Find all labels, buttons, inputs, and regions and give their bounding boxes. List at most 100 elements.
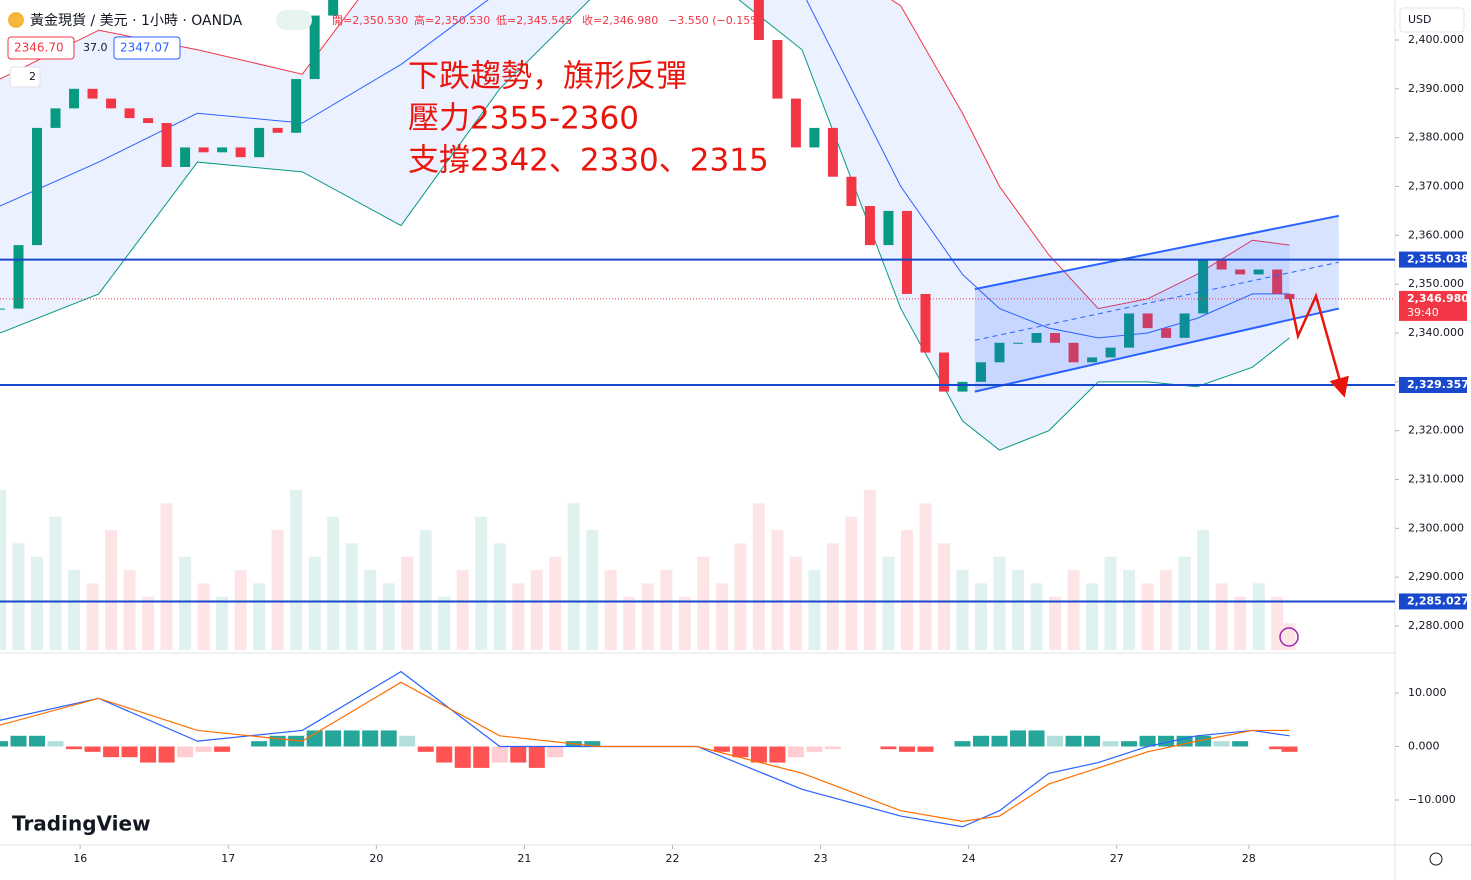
macd-hist xyxy=(47,741,64,747)
candle xyxy=(291,79,302,133)
volume-bar xyxy=(512,583,525,650)
volume-bar xyxy=(290,490,303,650)
candle xyxy=(143,118,154,124)
ask: 2347.07 xyxy=(120,41,170,55)
volume-bar xyxy=(160,503,173,650)
volume-bar xyxy=(530,570,543,650)
volume-bar xyxy=(49,516,62,650)
macd-hist xyxy=(214,746,231,752)
x-tick-label: 20 xyxy=(369,852,383,865)
macd-hist xyxy=(454,746,471,768)
macd-hist xyxy=(547,746,564,758)
macd-hist xyxy=(362,730,379,747)
volume-bar xyxy=(900,530,913,650)
annotation: 支撐2342、2330、2315 xyxy=(408,143,769,179)
volume-bar xyxy=(1283,623,1296,650)
band-middle xyxy=(0,0,1290,339)
band-upper xyxy=(0,0,1290,310)
ohlc-change: −3.550 (−0.15%) xyxy=(668,14,765,27)
level-label: 2,329.357 xyxy=(1407,378,1469,391)
volume-bar xyxy=(68,570,81,650)
macd-hist xyxy=(380,730,397,747)
candle xyxy=(328,0,339,16)
macd-hist xyxy=(251,741,268,747)
volume-bar xyxy=(660,570,673,650)
symbol-title[interactable]: 黃金現貨 / 美元 · 1小時 · OANDA xyxy=(30,12,243,29)
volume-bar xyxy=(956,570,969,650)
y-tick-label: 2,370.000 xyxy=(1408,180,1464,193)
band-fill xyxy=(0,0,1290,451)
logo: TradingView xyxy=(12,812,151,836)
x-tick-label: 27 xyxy=(1110,852,1124,865)
candle xyxy=(161,123,172,167)
volume-bar xyxy=(604,570,617,650)
candle xyxy=(1087,357,1098,363)
macd-hist xyxy=(1084,735,1101,747)
volume-bar xyxy=(216,596,229,650)
symbol-icon xyxy=(8,12,24,28)
macd-hist xyxy=(1102,741,1119,747)
candle xyxy=(106,98,117,109)
macd-hist xyxy=(954,741,971,747)
volume-bar xyxy=(86,583,99,650)
volume-bar xyxy=(475,516,488,650)
macd-hist xyxy=(1176,735,1193,747)
volume-bar xyxy=(771,530,784,650)
currency-select[interactable] xyxy=(1399,7,1465,33)
annotation: 壓力2355-2360 xyxy=(408,101,639,137)
alert-icon[interactable] xyxy=(1279,627,1299,647)
volume-bar xyxy=(1104,556,1117,650)
candle xyxy=(809,127,820,148)
macd-hist xyxy=(528,746,545,768)
macd-hist xyxy=(140,746,157,763)
macd-hist xyxy=(269,735,286,747)
volume-bar xyxy=(734,543,747,650)
channel-lower xyxy=(974,307,1340,393)
macd-hist xyxy=(713,746,730,752)
macd-hist xyxy=(787,746,804,758)
volume-bar xyxy=(567,503,580,650)
y-tick-label: 2,320.000 xyxy=(1408,424,1464,437)
macd-hist xyxy=(917,746,934,752)
volume-bar xyxy=(882,556,895,650)
volume-bar xyxy=(808,570,821,650)
volume-bar xyxy=(586,530,599,650)
macd-hist xyxy=(824,746,841,750)
x-tick-label: 23 xyxy=(814,852,828,865)
buy-box[interactable] xyxy=(113,36,181,60)
macd-hist xyxy=(898,746,915,752)
settings-icon[interactable] xyxy=(1429,852,1443,866)
volume-bar xyxy=(123,570,136,650)
volume-bar xyxy=(1086,583,1099,650)
sell-box[interactable] xyxy=(7,36,75,60)
volume-bar xyxy=(401,556,414,650)
candle xyxy=(1284,293,1295,299)
volume-bar xyxy=(12,543,25,650)
x-tick-label: 24 xyxy=(962,852,976,865)
volume-bar xyxy=(438,596,451,650)
candle xyxy=(0,308,5,310)
indicator-count: 2 xyxy=(29,70,36,83)
candle xyxy=(32,127,43,246)
candle xyxy=(864,206,875,246)
y-tick-label: 2,360.000 xyxy=(1408,228,1464,241)
macd-hist xyxy=(29,735,46,747)
level-tag xyxy=(1399,593,1467,610)
indicator-toggle[interactable] xyxy=(9,66,41,88)
macd-hist xyxy=(1213,741,1230,747)
volume-bar xyxy=(641,583,654,650)
spread: 37.0 xyxy=(83,41,108,54)
candle xyxy=(1161,328,1172,338)
candle xyxy=(217,147,228,153)
x-tick-label: 17 xyxy=(221,852,235,865)
macd-hist xyxy=(769,746,786,763)
x-tick-label: 28 xyxy=(1242,852,1256,865)
y-tick-label: 2,300.000 xyxy=(1408,521,1464,534)
candle xyxy=(13,245,24,309)
y-tick-label: 2,280.000 xyxy=(1408,619,1464,632)
y-tick-label: 2,380.000 xyxy=(1408,131,1464,144)
macd-tick-label: 0.000 xyxy=(1408,740,1440,753)
volume-bar xyxy=(1141,583,1154,650)
macd-hist xyxy=(0,741,8,747)
